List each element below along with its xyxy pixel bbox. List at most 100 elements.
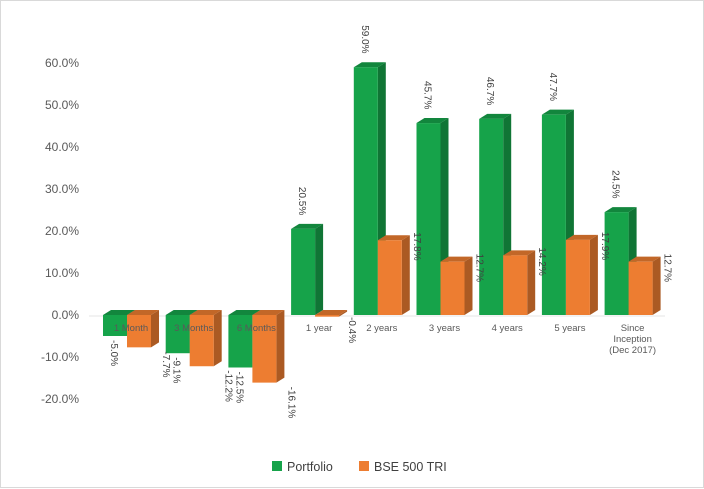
y-tick-label: -10.0%	[41, 350, 79, 364]
bar-top	[165, 310, 198, 315]
legend-label-bse500: BSE 500 TRI	[374, 460, 447, 474]
data-label-bse500: -12.2%	[223, 370, 234, 402]
y-tick-label: 60.0%	[45, 56, 79, 70]
data-label-portfolio: 46.7%	[484, 77, 495, 105]
bar-bse500	[315, 310, 348, 317]
bar-top	[416, 118, 449, 124]
data-label-portfolio: 20.5%	[296, 187, 307, 215]
category-label: 6 Months	[237, 323, 276, 334]
bar-front	[291, 228, 316, 315]
y-tick-label: 50.0%	[45, 98, 79, 112]
bar-front	[503, 255, 528, 315]
bars-layer	[103, 62, 661, 383]
bar-bse500	[503, 250, 536, 315]
category-label: 3 Months	[174, 323, 213, 334]
data-label-bse500: 17.8%	[411, 232, 422, 260]
data-label-portfolio: -5.0%	[108, 340, 119, 366]
category-label: 2 years	[366, 323, 397, 334]
bar-front	[252, 315, 277, 383]
data-label-portfolio: -9.1%	[171, 357, 182, 383]
bar-front	[103, 315, 127, 336]
data-label-bse500: 12.7%	[474, 254, 485, 282]
bar-side	[339, 310, 348, 317]
category-label: 4 years	[492, 323, 523, 334]
bar-front	[628, 261, 653, 315]
bar-side	[213, 310, 222, 367]
bar-bse500	[377, 235, 410, 315]
bar-front	[377, 240, 402, 315]
bar-bse500	[440, 256, 473, 315]
bar-bse500	[565, 234, 598, 315]
legend-swatch-bse500	[359, 461, 369, 471]
data-label-bse500: -0.4%	[346, 317, 357, 343]
bar-front	[440, 261, 465, 315]
bar-front	[416, 123, 441, 315]
axis-layer: 60.0% 50.0% 40.0% 30.0% 20.0% 10.0% 0.0% -10.0%…	[41, 56, 665, 406]
bar-bse500	[189, 310, 222, 367]
bar-top	[604, 207, 637, 213]
data-label-portfolio: 24.5%	[610, 170, 621, 198]
y-tick-label: 10.0%	[45, 266, 79, 280]
bar-front	[565, 239, 590, 315]
data-labels: -5.0% -7.7% -9.1% -12.2% -12.5% -16.1% 20.5% -0…	[108, 25, 673, 418]
category-label: 1 year	[306, 323, 332, 334]
data-label-bse500: 14.2%	[536, 247, 547, 275]
bar-side	[527, 250, 536, 315]
bar-front	[189, 315, 214, 367]
data-label-portfolio: 45.7%	[422, 81, 433, 109]
data-label-portfolio: 47.7%	[547, 73, 558, 101]
data-label-bse500: -16.1%	[285, 387, 296, 419]
bar-bse500	[252, 310, 285, 383]
bar-side	[589, 234, 598, 315]
y-tick-label: 20.0%	[45, 224, 79, 238]
bar-top	[252, 310, 285, 315]
bar-side	[652, 256, 661, 315]
bar-front	[604, 212, 629, 315]
bar-side	[401, 235, 410, 315]
bar-front	[165, 315, 190, 354]
bar-side	[464, 256, 473, 315]
legend-swatch-portfolio	[272, 461, 282, 471]
data-label-portfolio: -12.5%	[233, 372, 244, 404]
category-label: Since Inception (Dec 2017)	[609, 323, 656, 356]
bar-front	[315, 315, 340, 317]
legend: Portfolio BSE 500 TRI	[272, 460, 447, 474]
bar-top	[565, 234, 598, 240]
y-tick-label: 0.0%	[52, 308, 80, 322]
bar-top	[628, 256, 661, 262]
data-label-bse500: 12.7%	[662, 254, 673, 282]
data-label-portfolio: 59.0%	[359, 25, 370, 53]
bar-top	[315, 310, 348, 315]
bar-front	[479, 118, 504, 315]
bar-top	[479, 113, 512, 119]
bar-top	[127, 310, 159, 315]
bar-top	[503, 250, 536, 256]
bar-side	[315, 223, 324, 315]
bar-portfolio	[291, 223, 324, 315]
category-label: 5 years	[554, 323, 585, 334]
bar-front	[127, 315, 151, 348]
bar-top	[541, 109, 574, 115]
legend-label-portfolio: Portfolio	[287, 460, 333, 474]
bar-top	[103, 310, 135, 315]
y-tick-label: 40.0%	[45, 140, 79, 154]
bar-top	[228, 310, 261, 315]
bar-top	[377, 235, 410, 241]
bar-top	[353, 62, 386, 68]
bar-top	[291, 223, 324, 229]
category-label: 3 years	[429, 323, 460, 334]
bar-bse500	[127, 310, 159, 348]
bar-bse500	[628, 256, 661, 315]
bar-front	[353, 67, 378, 315]
y-tick-label: 30.0%	[45, 182, 79, 196]
bar-front	[541, 114, 566, 315]
data-label-bse500: -7.7%	[160, 351, 171, 377]
category-label: 1 Month	[114, 323, 148, 334]
bar-top	[440, 256, 473, 262]
bar-top	[189, 310, 222, 315]
data-label-bse500: 17.9%	[599, 232, 610, 260]
bar-front	[228, 315, 253, 368]
y-tick-label: -20.0%	[41, 392, 79, 406]
